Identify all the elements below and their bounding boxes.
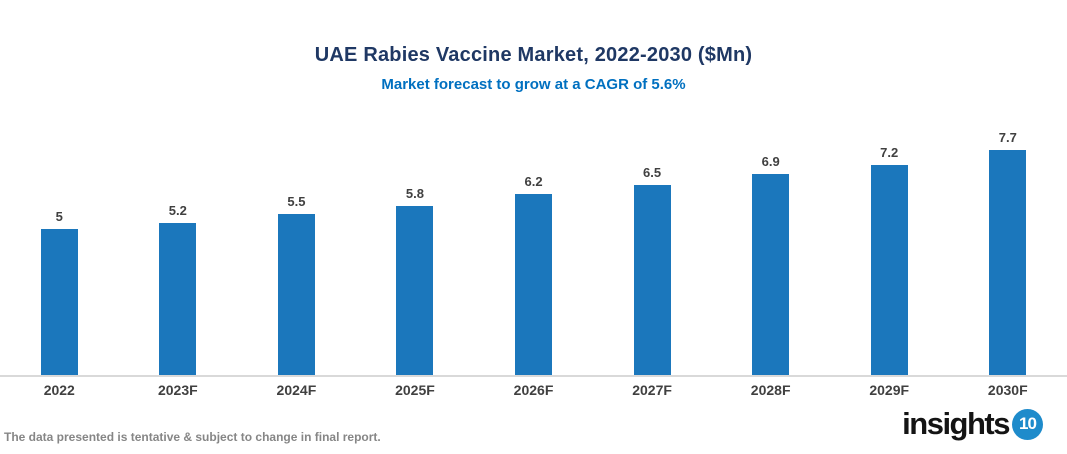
x-axis-label: 2028F — [750, 382, 791, 398]
bar — [277, 214, 315, 375]
bars-area: 5 5.2 5.5 5.8 6.2 6.5 6.9 7.2 7.7 — [0, 130, 1067, 375]
bar-value-label: 5.5 — [287, 194, 306, 210]
insights10-logo: insights 10 — [902, 406, 1043, 442]
bar-value-label: 6.9 — [761, 153, 780, 169]
disclaimer-text: The data presented is tentative & subjec… — [4, 430, 381, 444]
x-axis-labels: 2022 2023F 2024F 2025F 2026F 2027F 2028F 2029F 2… — [0, 382, 1067, 398]
x-axis-label: 2023F — [157, 382, 198, 398]
bar-value-label: 7.7 — [998, 130, 1017, 146]
bar-column: 6.5 — [593, 165, 712, 375]
logo-text: insights — [902, 406, 1010, 441]
bar-column: 5.5 — [237, 194, 356, 375]
x-axis-label: 2030F — [987, 382, 1028, 398]
bar — [752, 173, 790, 375]
chart-subtitle: Market forecast to grow at a CAGR of 5.6… — [381, 76, 686, 93]
x-axis-label: 2022 — [43, 382, 75, 398]
bar-value-label: 6.5 — [643, 165, 662, 181]
bar-column: 5 — [0, 209, 119, 375]
bar-value-label: 5.8 — [405, 185, 424, 201]
bar — [515, 193, 553, 375]
chart-title: UAE Rabies Vaccine Market, 2022-2030 ($M… — [314, 44, 753, 66]
x-axis-line — [0, 375, 1067, 377]
bar-column: 7.2 — [830, 145, 949, 375]
bar-value-label: 5 — [55, 209, 63, 224]
bar-value-label: 5.2 — [168, 203, 187, 219]
x-axis-label: 2029F — [869, 382, 910, 398]
chart-header: UAE Rabies Vaccine Market, 2022-2030 ($M… — [0, 44, 1067, 93]
bar — [396, 205, 434, 375]
bar — [633, 185, 671, 375]
x-axis-label: 2025F — [395, 382, 435, 398]
bar-value-label: 7.2 — [880, 144, 899, 160]
bar — [159, 223, 197, 375]
x-axis-label: 2024F — [276, 382, 317, 398]
bar-column: 5.2 — [119, 203, 238, 375]
bar — [40, 229, 78, 375]
bar-column: 6.9 — [711, 154, 830, 375]
bar — [870, 164, 908, 375]
bar — [989, 150, 1027, 375]
bar-value-label: 6.2 — [524, 173, 543, 189]
x-axis-label: 2027F — [632, 382, 672, 398]
bar-column: 5.8 — [356, 186, 475, 375]
bar-column: 7.7 — [949, 130, 1067, 375]
logo-badge-circle: 10 — [1012, 408, 1043, 440]
bar-column: 6.2 — [474, 174, 593, 375]
x-axis-label: 2026F — [513, 382, 554, 398]
